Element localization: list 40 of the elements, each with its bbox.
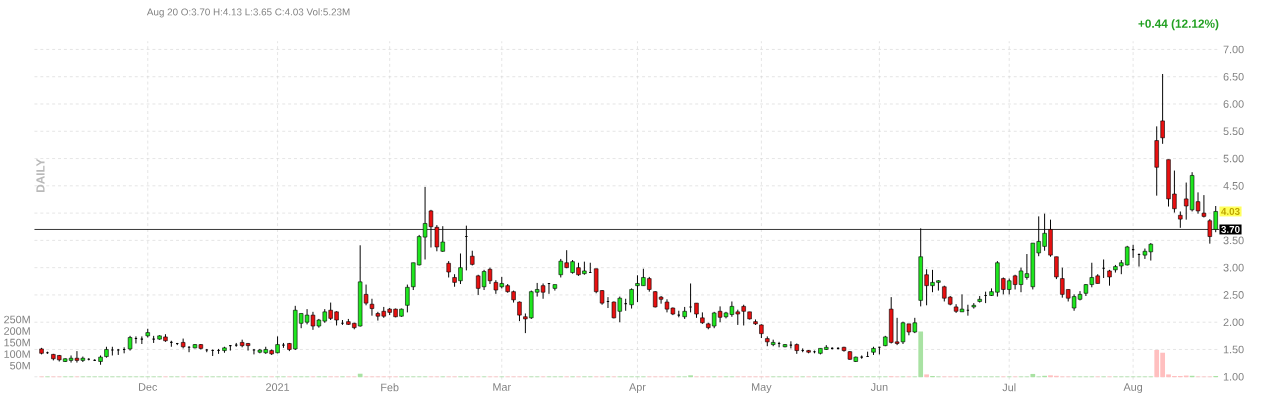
y-tick-label: 6.50 <box>1223 73 1244 81</box>
annotation: DAILY <box>36 158 45 193</box>
y2-tick-label: 150M <box>4 338 30 347</box>
y2-tick-label: 250M <box>4 315 30 324</box>
x-tick-label: Feb <box>381 383 399 392</box>
x-tick-label: Aug <box>1123 383 1143 394</box>
candlestick <box>629 288 634 310</box>
candlestick <box>1160 73 1165 145</box>
y-tick-label: 7.00 <box>1223 45 1244 54</box>
bar <box>924 374 929 378</box>
x-tick-label: May <box>752 383 772 394</box>
candlestick <box>1054 256 1059 280</box>
x-tick-label: Mar <box>493 383 511 392</box>
y-tick-label: 5.00 <box>1223 154 1244 163</box>
text: +0.44 (12.12%) <box>1138 19 1219 31</box>
x-tick-label: Jun <box>870 383 888 392</box>
y-tick-label: 1.50 <box>1223 345 1244 354</box>
x-tick-label: Apr <box>629 383 646 394</box>
y-tick-label: 2.00 <box>1223 318 1244 327</box>
y-tick-label: 3.50 <box>1223 236 1244 245</box>
y-tick-label: 2.50 <box>1223 291 1244 299</box>
candlestick <box>517 301 522 322</box>
y2-tick-label: 50M <box>10 362 30 370</box>
x-tick-label: Jul <box>1002 383 1016 392</box>
y2-tick-label: 100M <box>4 350 30 359</box>
chart-subtitle: Aug 20 O:3.70 H:4.13 L:3.65 C:4.03 Vol:5.23M <box>146 8 350 18</box>
candlestick <box>688 283 693 314</box>
ref-line-label: 3.70 <box>1221 226 1240 234</box>
y-tick-label: 5.50 <box>1223 127 1244 136</box>
candlestick <box>369 298 375 317</box>
bar <box>357 373 363 378</box>
y-tick-label: 6.00 <box>1223 100 1244 109</box>
annotation: 4.03 <box>1221 208 1240 216</box>
candlestick <box>405 284 410 314</box>
y-tick-label: 1.00 <box>1223 373 1244 381</box>
y-tick-label: 4.50 <box>1223 182 1244 190</box>
x-tick-label: Dec <box>139 383 158 392</box>
x-tick-label: 2021 <box>266 383 290 392</box>
y2-tick-label: 200M <box>4 327 30 336</box>
y-tick-label: 3.00 <box>1223 264 1244 272</box>
